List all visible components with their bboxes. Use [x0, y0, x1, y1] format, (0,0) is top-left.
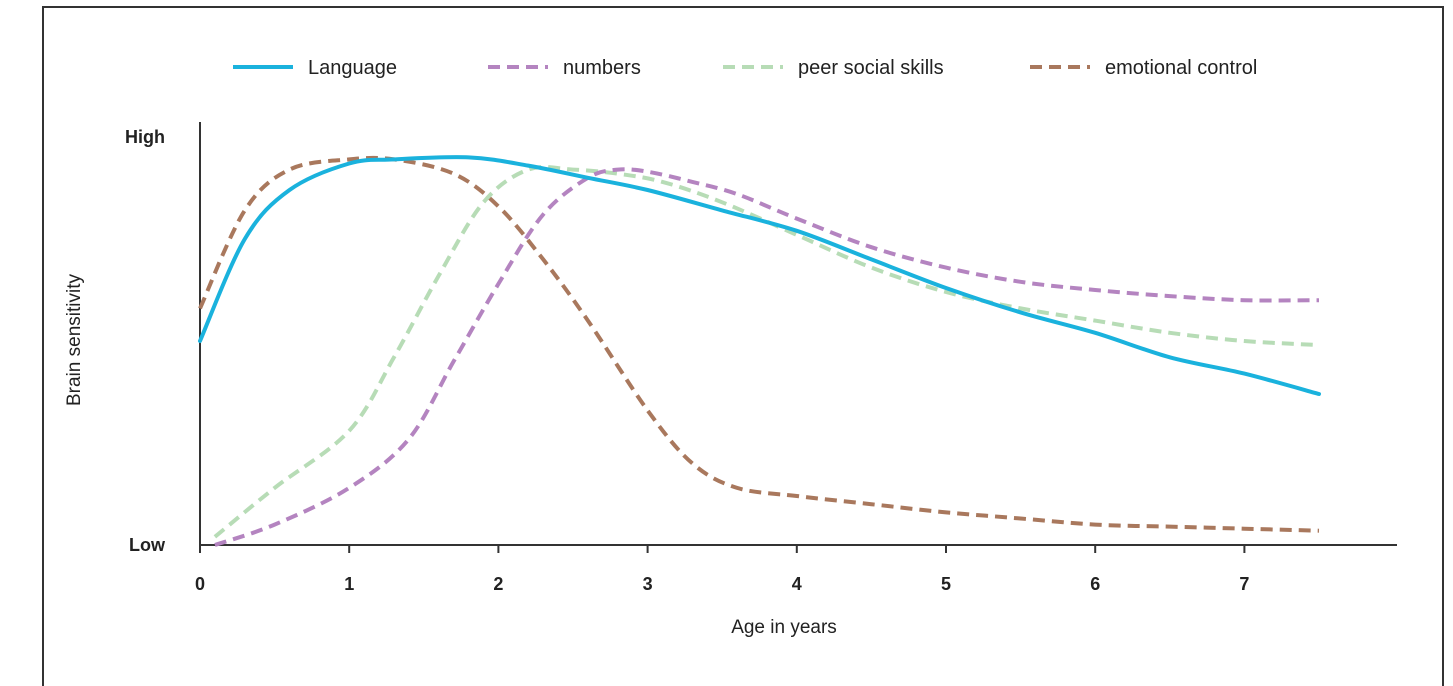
legend-item-language: Language: [233, 57, 397, 79]
legend-label: numbers: [563, 57, 641, 79]
legend: Language numbers peer social skills emotion…: [233, 57, 1257, 79]
series-line-emotional-control: [198, 155, 1320, 533]
legend-item-numbers: numbers: [488, 57, 641, 79]
series-layer: [198, 155, 1321, 547]
x-tick-label: 4: [792, 574, 802, 594]
x-tick-label: 6: [1090, 574, 1100, 594]
x-tick-label: 2: [493, 574, 503, 594]
chart-frame: [42, 6, 1444, 686]
series-line-language: [198, 155, 1321, 396]
axes: [199, 122, 1397, 546]
legend-label: peer social skills: [798, 57, 944, 79]
y-tick-label-high: High: [125, 127, 165, 147]
x-tick-label: 0: [195, 574, 205, 594]
legend-label: Language: [308, 57, 397, 79]
y-ticks: Low High: [125, 127, 166, 555]
x-axis-title: Age in years: [731, 617, 837, 638]
legend-item-emotional-control: emotional control: [1030, 57, 1257, 79]
series-line-numbers: [214, 167, 1320, 547]
x-tick-label: 1: [344, 574, 354, 594]
y-axis-title: Brain sensitivity: [64, 274, 85, 406]
x-tick-label: 7: [1239, 574, 1249, 594]
x-tick-label: 3: [643, 574, 653, 594]
x-tick-label: 5: [941, 574, 951, 594]
y-tick-label-low: Low: [129, 535, 166, 555]
legend-label: emotional control: [1105, 57, 1257, 79]
legend-item-peer-social-skills: peer social skills: [723, 57, 944, 79]
x-ticks: 0 1 2 3 4 5 6 7: [195, 545, 1249, 594]
series-line-peer-social-skills: [213, 165, 1320, 539]
